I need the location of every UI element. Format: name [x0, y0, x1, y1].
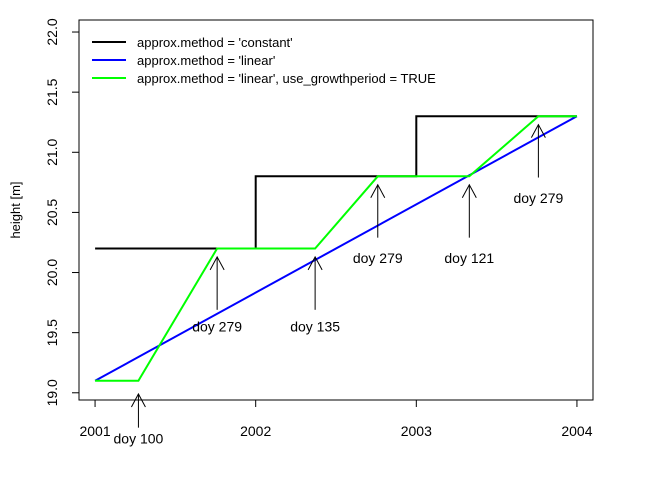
y-axis-label: height [m] [8, 181, 23, 238]
annotation-label: doy 100 [114, 430, 164, 446]
x-tick-label: 2002 [240, 423, 271, 439]
y-tick-label: 20.0 [44, 259, 60, 286]
annotation-label: doy 279 [353, 250, 403, 266]
annotation-arrow-head [209, 255, 225, 271]
y-tick-label: 22.0 [44, 18, 60, 45]
x-tick-label: 2001 [79, 423, 110, 439]
annotation-arrow-head [461, 183, 477, 198]
series-line-2 [94, 115, 578, 382]
x-tick-label: 2003 [401, 423, 432, 439]
annotation-label: doy 135 [290, 319, 340, 335]
legend-label: approx.method = 'constant' [137, 35, 293, 50]
series-line-1 [95, 115, 577, 250]
annotation-arrow-head [530, 123, 546, 138]
legend-label: approx.method = 'linear' [137, 53, 275, 68]
series-line-3 [95, 115, 577, 382]
y-tick-label: 19.5 [44, 319, 60, 346]
annotation-label: doy 279 [192, 319, 242, 335]
annotation-label: doy 279 [513, 190, 563, 206]
y-tick-label: 19.0 [44, 379, 60, 406]
y-tick-label: 21.5 [44, 78, 60, 105]
y-tick-label: 21.0 [44, 138, 60, 165]
legend-label: approx.method = 'linear', use_growthperi… [137, 71, 436, 86]
annotation-label: doy 121 [444, 250, 494, 266]
annotation-arrow-head [130, 392, 146, 408]
annotation-arrow-head [370, 183, 386, 198]
x-tick-label: 2004 [561, 423, 592, 439]
y-tick-label: 20.5 [44, 199, 60, 226]
annotation-arrow-head [307, 255, 323, 271]
